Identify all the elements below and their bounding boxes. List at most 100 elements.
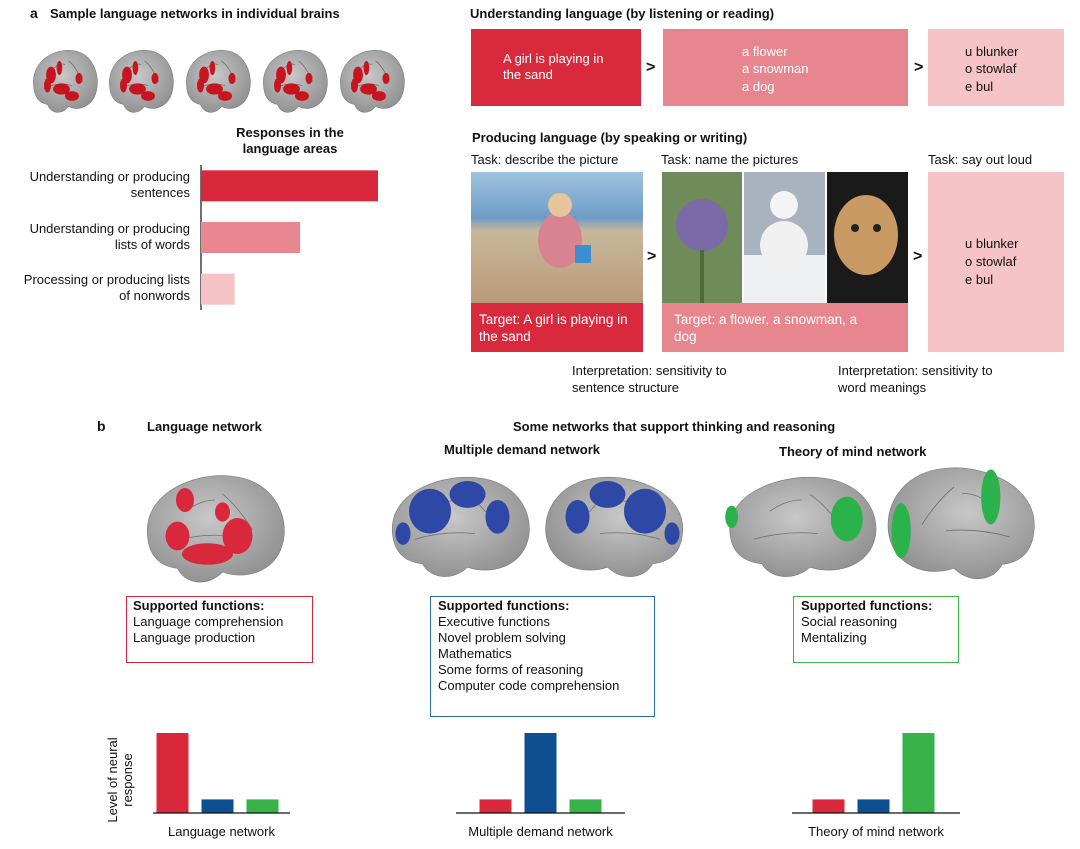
- sulcus: [945, 529, 1011, 538]
- function: Executive functions: [438, 614, 551, 629]
- category-label: Processing or producing lists of nonword…: [23, 272, 190, 304]
- target: Target: A girl is playing in the sand: [479, 312, 628, 344]
- activation: [305, 72, 313, 85]
- activation: [218, 91, 232, 101]
- panel-label: a: [30, 5, 38, 21]
- activation: [360, 83, 377, 95]
- activation: [209, 61, 216, 75]
- activation: [725, 505, 738, 528]
- functions: Supported functions: Social reasoning Ment…: [801, 598, 932, 646]
- brain-surface: [186, 50, 251, 113]
- activation: [283, 83, 300, 95]
- brain: [147, 475, 285, 583]
- brain: [887, 467, 1035, 580]
- task: Task: name the pictures: [661, 152, 799, 167]
- bar: [479, 799, 512, 813]
- activation: [53, 83, 70, 95]
- sentence-box: [471, 29, 641, 106]
- functions-title: Supported functions:: [438, 598, 570, 613]
- nonword: o stowlaf: [965, 254, 1017, 269]
- sulcus: [769, 499, 803, 512]
- activation: [176, 488, 194, 512]
- target: Target: a flower, a snowman, a dog: [674, 312, 858, 344]
- activation: [589, 480, 626, 508]
- comparison: >: [646, 59, 656, 76]
- target-box: [662, 303, 908, 352]
- activation: [830, 496, 863, 542]
- category-label: Understanding or producing lists of word…: [29, 220, 190, 252]
- nonword: o stowlaf: [965, 61, 1017, 76]
- bar: [524, 733, 557, 813]
- bar: [201, 170, 378, 202]
- functions-box: [126, 596, 313, 663]
- x-axis-label: Multiple demand network: [468, 824, 613, 839]
- function: Language comprehension: [133, 614, 284, 629]
- task: Task: describe the picture: [471, 152, 619, 167]
- brain-surface: [263, 50, 328, 113]
- comparison: >: [914, 59, 924, 76]
- task: Task: say out loud: [928, 152, 1033, 167]
- function: Some forms of reasoning: [438, 662, 584, 677]
- function: Social reasoning: [801, 614, 898, 629]
- sulcus: [414, 532, 476, 540]
- nonword: e bul: [965, 79, 994, 94]
- interpretation: Interpretation: sensitivity to word mean…: [838, 363, 993, 395]
- functions-title: Supported functions:: [801, 598, 933, 613]
- activation: [485, 500, 510, 534]
- functions: Supported functions: Language comprehensi…: [133, 598, 283, 646]
- photo-flower: [662, 172, 742, 303]
- bar: [569, 799, 602, 813]
- category-label: Understanding or producing sentences: [29, 168, 190, 200]
- network-title: Theory of mind network: [779, 444, 927, 459]
- sentence: A girl is playing in the sand: [503, 51, 604, 82]
- function: Language production: [133, 630, 256, 645]
- functions: Supported functions: Executive functions N…: [438, 598, 619, 694]
- brain: [392, 476, 530, 577]
- activation: [206, 83, 223, 95]
- panel-title: Sample language networks in individual b…: [50, 6, 340, 21]
- nonword: e bul: [965, 272, 994, 287]
- nonword: u blunker: [965, 44, 1019, 59]
- activation: [286, 61, 293, 75]
- brain: [109, 50, 174, 113]
- brain: [186, 50, 251, 113]
- brain-surface: [109, 50, 174, 113]
- sulcus: [921, 486, 955, 525]
- activation: [981, 469, 1001, 525]
- section-title: Understanding language (by listening or …: [470, 6, 775, 21]
- activation: [295, 91, 309, 101]
- function: Mentalizing: [801, 630, 867, 645]
- activation: [891, 503, 911, 559]
- words-box: [663, 29, 908, 106]
- comparison: >: [647, 248, 657, 265]
- word: a snowman: [742, 61, 809, 76]
- network-title: Multiple demand network: [444, 442, 601, 457]
- word: a dog: [742, 79, 775, 94]
- activation: [151, 72, 159, 85]
- activation: [56, 61, 63, 75]
- activation: [141, 91, 155, 101]
- activation: [75, 72, 83, 85]
- activation: [165, 521, 190, 551]
- activation: [197, 78, 204, 93]
- activation: [372, 91, 386, 101]
- brain: [545, 476, 683, 577]
- activation: [228, 72, 236, 85]
- function: Novel problem solving: [438, 630, 566, 645]
- bar: [857, 799, 890, 813]
- photo-girl: [471, 172, 643, 303]
- chart-title: Responses in the language areas: [236, 125, 344, 156]
- activation: [44, 78, 51, 93]
- functions-title: Supported functions:: [133, 598, 265, 613]
- interpretation: Interpretation: sensitivity to sentence …: [572, 363, 727, 395]
- activation: [120, 78, 127, 93]
- photo-snowman: [744, 172, 825, 303]
- brain-surface: [340, 50, 405, 113]
- bar: [201, 222, 301, 253]
- bar: [156, 733, 189, 813]
- activation: [129, 83, 146, 95]
- activation: [664, 522, 680, 545]
- photo-dog: [827, 172, 908, 303]
- target-box: [471, 303, 643, 352]
